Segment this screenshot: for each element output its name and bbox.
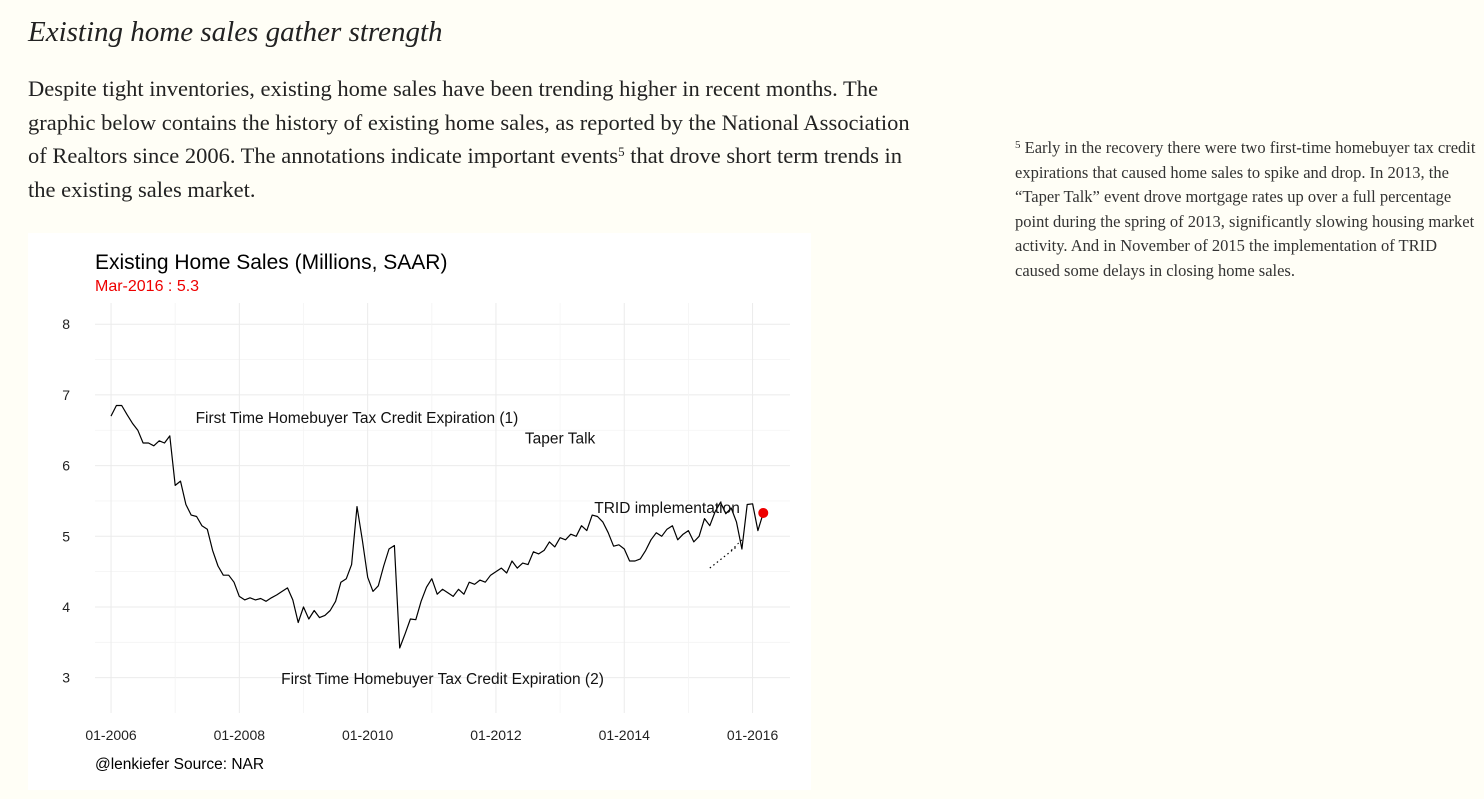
footnote-reference[interactable]: 5 xyxy=(618,144,625,159)
footnote-text: Early in the recovery there were two fir… xyxy=(1015,138,1476,280)
x-tick-label: 01-2014 xyxy=(599,727,651,743)
x-tick-label: 01-2012 xyxy=(470,727,522,743)
trid-leader-line xyxy=(709,546,737,569)
x-axis: 01-2006 01-2008 01-2010 01-2012 01-2014 01-20… xyxy=(85,727,778,743)
grid-lines xyxy=(95,303,790,713)
y-tick-label: 8 xyxy=(62,316,70,332)
y-tick-label: 3 xyxy=(62,670,70,686)
footnote-number: 5 xyxy=(1015,139,1021,151)
chart-caption: @lenkiefer Source: NAR xyxy=(95,756,264,773)
series-group xyxy=(110,404,769,649)
annotation-trid: TRID implementation xyxy=(594,500,740,517)
y-tick-label: 4 xyxy=(62,599,70,615)
annotation-taper-talk: Taper Talk xyxy=(525,431,596,448)
article-heading: Existing home sales gather strength xyxy=(28,16,443,48)
y-axis: 3 4 5 6 7 8 xyxy=(62,316,70,685)
x-tick-label: 01-2006 xyxy=(85,727,137,743)
y-tick-label: 6 xyxy=(62,458,70,474)
chart-subtitle: Mar-2016 : 5.3 xyxy=(95,278,199,295)
y-tick-label: 7 xyxy=(62,387,70,403)
x-tick-label: 01-2008 xyxy=(214,727,266,743)
x-tick-label: 01-2010 xyxy=(342,727,394,743)
intro-text-continued: that drove short term trends in the exis… xyxy=(28,143,903,202)
y-tick-label: 5 xyxy=(62,528,70,544)
latest-point xyxy=(758,507,769,518)
chart-title: Existing Home Sales (Millions, SAAR) xyxy=(95,251,447,274)
intro-text: Despite tight inventories, existing home… xyxy=(28,76,910,168)
series-line xyxy=(110,404,764,649)
footnote: 5 Early in the recovery there were two f… xyxy=(1015,136,1477,283)
annotation-tax-credit-1: First Time Homebuyer Tax Credit Expirati… xyxy=(196,410,519,427)
annotation-tax-credit-2: First Time Homebuyer Tax Credit Expirati… xyxy=(281,671,604,688)
intro-paragraph: Despite tight inventories, existing home… xyxy=(28,72,928,206)
annotations: First Time Homebuyer Tax Credit Expirati… xyxy=(196,410,743,688)
x-tick-label: 01-2016 xyxy=(727,727,779,743)
